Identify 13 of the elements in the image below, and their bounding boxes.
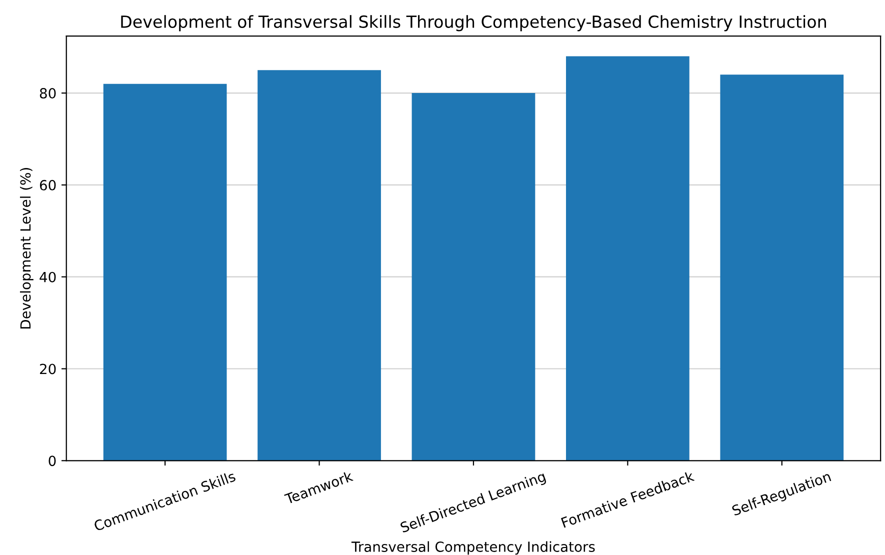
y-tick-label: 40 (40, 272, 56, 282)
bar (258, 70, 381, 461)
x-axis-title: Transversal Competency Indicators (351, 541, 595, 555)
y-tick-label: 80 (40, 88, 56, 99)
y-tick-label: 0 (48, 456, 56, 466)
chart-title: Development of Transversal Skills Through Competency-Based Chemistry Instruction (121, 15, 826, 32)
y-axis-title: Development Level (%) (20, 168, 34, 329)
bar (720, 74, 844, 461)
bar (103, 84, 227, 461)
y-tick-label: 60 (40, 180, 56, 190)
y-tick-label: 20 (40, 364, 56, 374)
bar (412, 93, 536, 461)
bar (566, 56, 690, 461)
